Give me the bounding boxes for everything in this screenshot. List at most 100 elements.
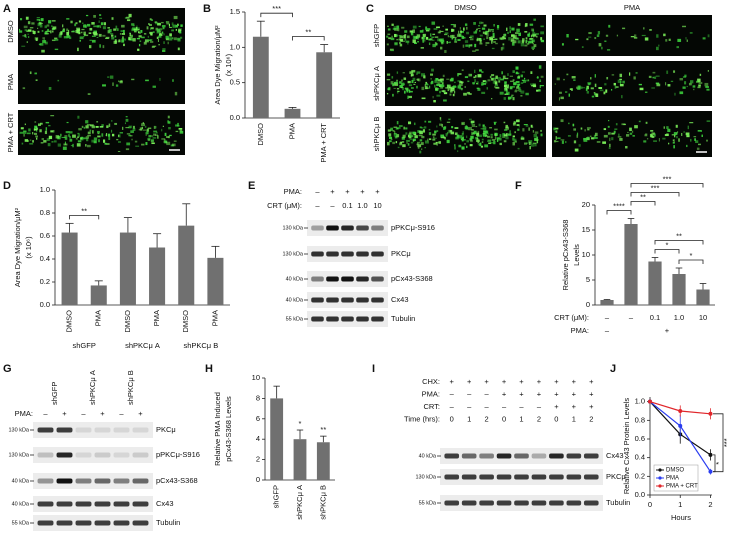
fluorescent-spot	[39, 42, 44, 46]
y-tick-label: 0	[256, 475, 260, 484]
blot-row-label: PMA:	[15, 409, 33, 418]
fluorescent-spot	[114, 39, 117, 42]
fluorescent-spot	[179, 129, 183, 132]
fluorescent-spot	[19, 18, 23, 21]
fluorescent-spot	[476, 37, 479, 39]
fluorescent-spot	[125, 116, 128, 118]
blot-row-value: +	[572, 389, 577, 398]
fluorescent-spot	[477, 88, 481, 91]
fluorescent-spot	[522, 38, 525, 42]
blot-band	[444, 453, 460, 459]
fluorescent-spot	[697, 130, 702, 132]
fluorescent-spot	[48, 86, 52, 90]
fluorescent-spot	[504, 129, 508, 131]
fluorescent-spot	[424, 120, 427, 123]
fluorescent-spot	[472, 82, 475, 85]
fluorescent-spot	[166, 141, 171, 146]
fluorescent-spot	[147, 39, 152, 41]
fluorescent-spot	[401, 38, 404, 41]
fluorescent-spot	[457, 85, 462, 89]
fluorescent-spot	[504, 88, 506, 92]
blot-row-value: +	[360, 187, 365, 196]
blot-band	[356, 316, 369, 322]
fluorescent-spot	[164, 132, 167, 137]
fluorescent-spot	[418, 25, 421, 28]
fluorescent-spot	[149, 27, 152, 31]
blot-row-value: +	[330, 187, 335, 196]
fluorescent-spot	[498, 137, 502, 141]
blot-band	[56, 427, 73, 433]
fluorescent-spot	[149, 31, 153, 34]
fluorescent-spot	[155, 125, 157, 129]
fluorescent-spot	[85, 14, 89, 17]
fluorescent-spot	[611, 137, 614, 141]
fluorescent-spot	[697, 86, 701, 89]
fluorescent-spot	[152, 85, 156, 88]
fluorescent-spot	[473, 76, 476, 79]
bar	[119, 232, 136, 305]
fluorescent-spot	[97, 133, 100, 135]
fluorescent-spot	[59, 32, 63, 36]
legend-label: DMSO	[666, 468, 684, 474]
fluorescent-spot	[509, 30, 511, 34]
fluorescent-spot	[450, 78, 452, 80]
fluorescent-spot	[530, 34, 533, 38]
fluorescent-spot	[436, 26, 440, 29]
blot-band	[583, 453, 599, 459]
fluorescent-spot	[467, 80, 470, 83]
fluorescent-spot	[42, 40, 47, 44]
fluorescent-spot	[40, 142, 44, 144]
fluorescent-spot	[397, 28, 400, 32]
blot-band	[75, 478, 92, 484]
fluorescent-spot	[470, 74, 473, 76]
blot-row-label: CRT:	[423, 402, 440, 411]
fluorescent-spot	[515, 72, 520, 75]
fluorescent-spot	[167, 120, 169, 123]
blot-band	[531, 474, 547, 480]
fluorescent-spot	[431, 21, 436, 25]
significance-label: ****	[613, 201, 625, 210]
fluorescent-spot	[511, 27, 515, 31]
fluorescent-spot	[464, 76, 469, 79]
fluorescent-spot	[434, 130, 437, 134]
fluorescent-spot	[686, 135, 690, 138]
fluorescent-spot	[525, 92, 529, 96]
fluorescent-spot	[150, 139, 155, 142]
fluorescent-spot	[619, 73, 623, 78]
fluorescent-spot	[72, 143, 74, 148]
fluorescent-spot	[532, 48, 534, 51]
fluorescent-spot	[180, 36, 183, 39]
fluorescent-spot	[387, 141, 390, 146]
fluorescent-spot	[119, 33, 122, 35]
fluorescent-spot	[493, 121, 497, 124]
fluorescent-spot	[144, 39, 149, 43]
blot-row-value: +	[519, 389, 524, 398]
fluorescent-spot	[597, 31, 601, 35]
fluorescent-spot	[392, 82, 395, 87]
fluorescent-spot	[581, 46, 584, 48]
fluorescent-spot	[513, 121, 516, 125]
x-tick-label: PMA	[94, 310, 103, 326]
fluorescent-spot	[152, 31, 155, 34]
fluorescent-spot	[477, 144, 481, 146]
blot-band	[326, 297, 339, 303]
fluorescent-spot	[51, 141, 54, 143]
fluorescent-spot	[75, 22, 78, 25]
fluorescent-spot	[419, 30, 424, 33]
fluorescent-spot	[396, 25, 400, 29]
fluorescent-spot	[420, 47, 424, 49]
fluorescent-spot	[513, 82, 517, 86]
fluorescent-spot	[415, 85, 418, 89]
fluorescent-spot	[77, 136, 80, 139]
fluorescent-spot	[477, 141, 479, 144]
group-label: shPKCμ B	[183, 341, 218, 350]
fluorescent-spot	[72, 30, 75, 33]
fluorescent-spot	[461, 69, 464, 71]
fluorescent-spot	[683, 131, 685, 133]
fluorescent-spot	[665, 82, 667, 86]
blot-marker: 40 kDa	[286, 297, 304, 303]
blot-band	[496, 453, 512, 459]
fluorescent-spot	[490, 28, 494, 31]
fluorescent-spot	[177, 23, 179, 26]
blot-band	[113, 427, 130, 433]
